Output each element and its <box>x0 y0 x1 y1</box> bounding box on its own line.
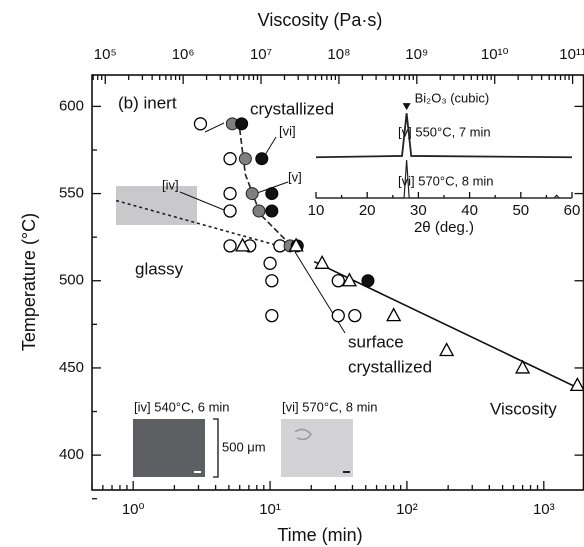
open-circle <box>265 274 279 288</box>
annotation: [iv] <box>162 177 179 192</box>
open-triangle <box>439 342 455 357</box>
black-circle <box>265 187 279 201</box>
annotation: 500 μm <box>222 439 266 454</box>
black-circle <box>255 152 269 166</box>
x2-tick-label: 10⁹ <box>405 46 428 63</box>
annotation: [v] <box>288 169 302 184</box>
annotation: surface <box>348 332 404 351</box>
black-circle <box>235 117 249 131</box>
annotation: (b) inert <box>118 93 177 112</box>
open-circle <box>223 204 237 218</box>
black-circle <box>361 274 375 288</box>
inset-x-tick-label: 10 <box>308 202 325 219</box>
open-circle <box>223 186 237 201</box>
y-tick-label: 500 <box>59 272 84 289</box>
gray-circle <box>238 152 252 166</box>
y-tick-label: 450 <box>59 359 84 376</box>
annotation: Viscosity <box>490 399 557 418</box>
open-circle <box>193 117 208 131</box>
open-triangle <box>288 237 304 252</box>
annotation: [vi] <box>279 123 296 138</box>
series-label: [vi] 570°C, 8 min <box>398 173 494 188</box>
open-triangle <box>235 237 251 252</box>
gray-circle <box>245 187 259 201</box>
photo-feature <box>294 428 312 441</box>
peak-label: Bi₂O₃ (cubic) <box>415 91 490 106</box>
open-circle <box>263 256 277 270</box>
open-triangle <box>386 307 402 322</box>
open-circle <box>331 308 345 323</box>
open-triangle <box>515 359 531 374</box>
y-tick-label: 400 <box>59 446 84 463</box>
x-tick-label: 10² <box>396 501 418 518</box>
x2-tick-label: 10⁸ <box>327 46 350 63</box>
open-triangle <box>314 254 330 269</box>
x2-tick-label: 10¹⁰ <box>481 46 509 63</box>
y-axis-title: Temperature (°C) <box>19 213 39 351</box>
open-triangle <box>341 272 358 287</box>
inset-x-title: 2θ (deg.) <box>414 219 474 236</box>
x-tick-label: 10³ <box>533 501 555 518</box>
series-label: [v] 550°C, 7 min <box>398 124 491 139</box>
open-circle <box>265 308 279 323</box>
x2-tick-label: 10⁵ <box>94 46 117 63</box>
sample-iv-photo <box>133 419 205 477</box>
peak-marker <box>402 103 411 111</box>
inset-x-tick-label: 40 <box>461 202 478 219</box>
dotted-line <box>115 199 286 249</box>
scale-bracket <box>213 418 219 478</box>
xrd-pattern <box>316 159 572 199</box>
open-circle <box>331 274 345 288</box>
open-circle <box>348 308 362 323</box>
xrd-pattern <box>315 113 573 159</box>
annotation: [iv] 540°C, 6 min <box>134 399 230 414</box>
glass-photo <box>116 186 197 225</box>
inset-x-tick-label: 60 <box>564 202 581 219</box>
y-tick-label: 600 <box>59 97 84 114</box>
annotation: crystallized <box>250 99 334 118</box>
x-axis-title: Time (min) <box>277 525 362 545</box>
x2-axis-title: Viscosity (Pa·s) <box>258 10 383 30</box>
black-circle <box>265 204 279 218</box>
annotation: crystallized <box>348 357 432 376</box>
x2-tick-label: 10⁷ <box>250 46 272 63</box>
y-tick-label: 550 <box>59 185 84 202</box>
solid-line <box>313 260 584 392</box>
inset-x-tick-label: 50 <box>512 202 529 219</box>
x-tick-label: 10⁰ <box>122 501 145 518</box>
open-triangle <box>569 377 584 392</box>
gray-circle <box>252 204 266 218</box>
inset-x-tick-label: 30 <box>410 202 427 219</box>
x-tick-label: 10¹ <box>259 501 281 518</box>
leader-line <box>179 191 230 213</box>
open-circle <box>223 152 237 166</box>
inset-x-tick-label: 20 <box>359 202 376 219</box>
open-circle <box>223 239 237 253</box>
annotation: [vi] 570°C, 8 min <box>282 399 378 414</box>
annotation: glassy <box>135 259 184 278</box>
leader-line <box>204 122 225 133</box>
sample-vi-photo <box>281 419 353 477</box>
x2-tick-label: 10¹¹ <box>559 46 584 63</box>
x2-tick-label: 10⁶ <box>172 46 195 63</box>
